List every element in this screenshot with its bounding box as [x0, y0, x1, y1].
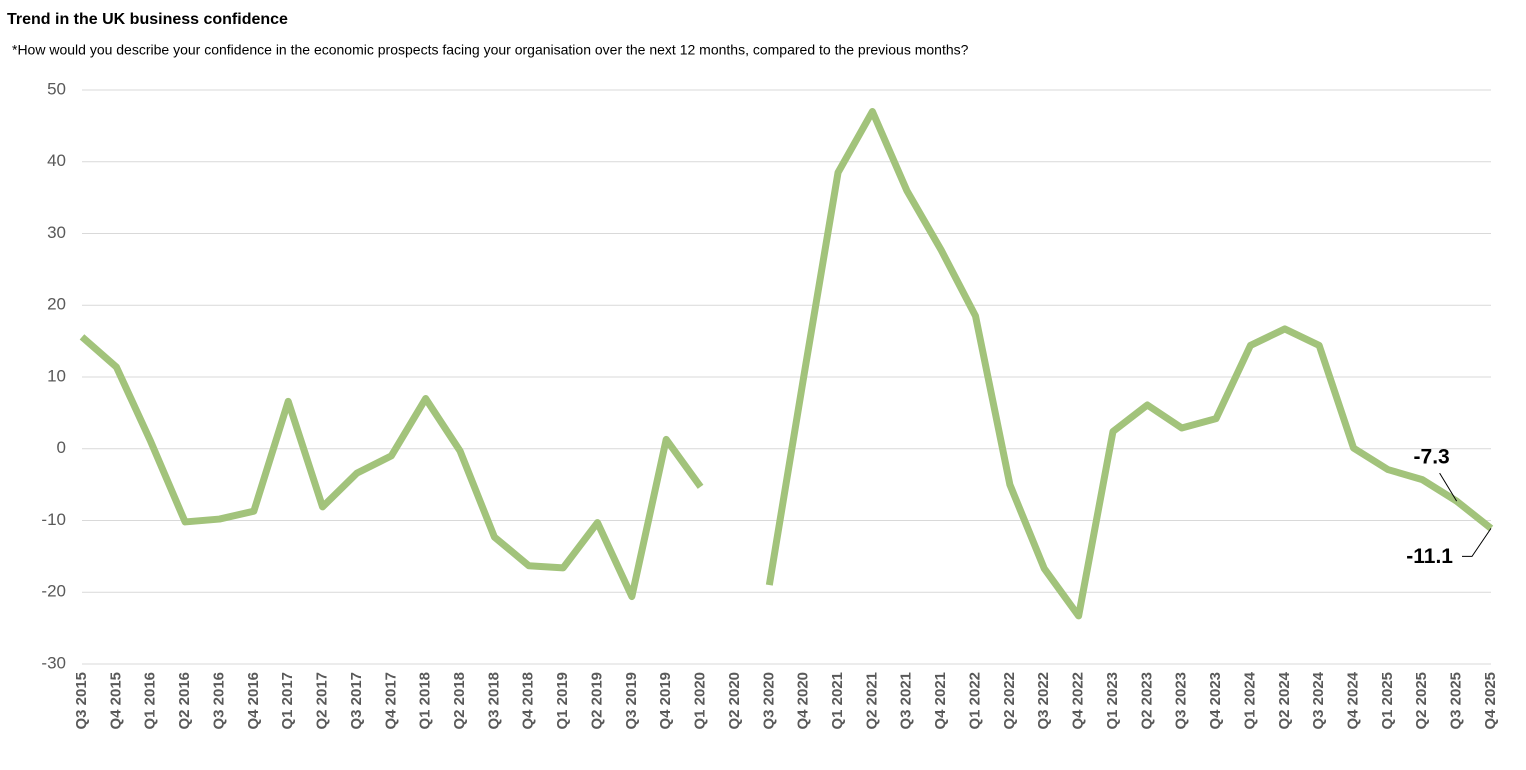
x-tick-label: Q1 2019 — [554, 672, 571, 730]
y-tick-label: 0 — [57, 438, 66, 457]
y-tick-label: 10 — [47, 366, 66, 385]
x-tick-label: Q2 2017 — [314, 672, 331, 730]
x-tick-label: Q4 2024 — [1345, 671, 1362, 729]
y-tick-label: 40 — [47, 151, 66, 170]
x-tick-label: Q2 2025 — [1413, 672, 1430, 730]
x-tick-label: Q1 2016 — [142, 672, 159, 730]
data-label: -11.1 — [1406, 545, 1453, 568]
y-tick-label: -30 — [41, 653, 66, 672]
x-tick-label: Q1 2021 — [829, 672, 846, 730]
x-tick-label: Q2 2016 — [176, 672, 193, 730]
x-tick-label: Q1 2022 — [966, 672, 983, 730]
x-tick-label: Q3 2019 — [623, 672, 640, 730]
x-tick-label: Q3 2015 — [73, 672, 90, 730]
y-tick-label: -10 — [41, 510, 66, 529]
y-tick-label: 20 — [47, 295, 66, 314]
x-tick-label: Q2 2022 — [1001, 672, 1018, 730]
x-tick-label: Q4 2023 — [1207, 672, 1224, 730]
data-line — [765, 108, 1494, 620]
leader-line — [1462, 528, 1492, 557]
chart-subtitle: *How would you describe your confidence … — [12, 42, 969, 58]
x-tick-label: Q3 2018 — [485, 672, 502, 730]
x-tick-label: Q4 2020 — [795, 672, 812, 730]
x-tick-label: Q2 2021 — [863, 672, 880, 730]
x-tick-label: Q4 2019 — [657, 672, 674, 730]
x-tick-label: Q3 2020 — [760, 672, 777, 730]
x-tick-label: Q1 2017 — [279, 672, 296, 730]
x-tick-label: Q3 2025 — [1448, 672, 1465, 730]
x-tick-label: Q3 2024 — [1310, 671, 1327, 729]
data-label: -7.3 — [1414, 446, 1450, 469]
x-tick-label: Q4 2015 — [107, 672, 124, 730]
y-tick-label: -20 — [41, 582, 66, 601]
x-tick-label: Q3 2017 — [348, 672, 365, 730]
x-tick-label: Q4 2016 — [245, 672, 262, 730]
x-tick-label: Q4 2021 — [932, 672, 949, 730]
data-line — [79, 334, 704, 601]
x-tick-label: Q4 2022 — [1070, 672, 1087, 730]
x-tick-label: Q4 2018 — [520, 672, 537, 730]
x-tick-label: Q2 2019 — [588, 672, 605, 730]
x-tick-label: Q1 2020 — [692, 672, 709, 730]
leader-line — [1439, 472, 1458, 502]
x-tick-label: Q3 2021 — [898, 672, 915, 730]
x-tick-label: Q3 2023 — [1173, 672, 1190, 730]
y-tick-label: 30 — [47, 223, 66, 242]
x-tick-label: Q3 2016 — [210, 672, 227, 730]
chart-title: Trend in the UK business confidence — [7, 11, 288, 28]
x-tick-label: Q2 2020 — [726, 672, 743, 730]
x-tick-label: Q2 2023 — [1138, 672, 1155, 730]
x-tick-label: Q1 2024 — [1241, 671, 1258, 729]
x-tick-label: Q2 2018 — [451, 672, 468, 730]
x-tick-label: Q1 2018 — [417, 672, 434, 730]
y-tick-label: 50 — [47, 79, 66, 98]
x-tick-label: Q4 2025 — [1482, 672, 1499, 730]
x-tick-label: Q1 2025 — [1379, 672, 1396, 730]
x-tick-label: Q4 2017 — [382, 672, 399, 730]
x-tick-label: Q2 2024 — [1276, 671, 1293, 729]
x-tick-label: Q1 2023 — [1104, 672, 1121, 730]
x-tick-label: Q3 2022 — [1035, 672, 1052, 730]
